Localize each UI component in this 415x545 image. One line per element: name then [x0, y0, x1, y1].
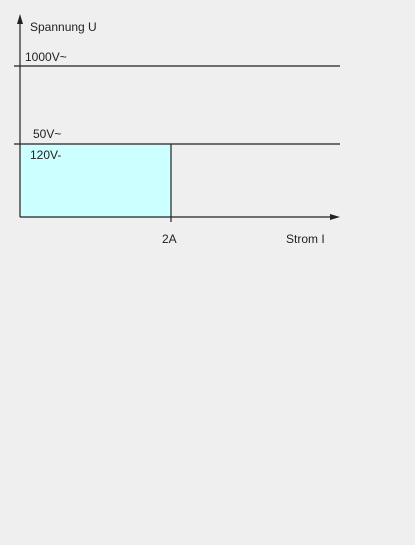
label-1000v: 1000V~	[25, 50, 67, 64]
low-voltage-area	[20, 144, 171, 217]
label-50v: 50V~	[33, 127, 61, 141]
y-axis-arrow	[17, 14, 23, 24]
label-2a: 2A	[162, 232, 177, 246]
x-axis-arrow	[330, 214, 340, 220]
y-axis-label: Spannung U	[30, 20, 97, 34]
label-120v: 120V-	[30, 148, 61, 162]
x-axis-label: Strom I	[286, 232, 325, 246]
